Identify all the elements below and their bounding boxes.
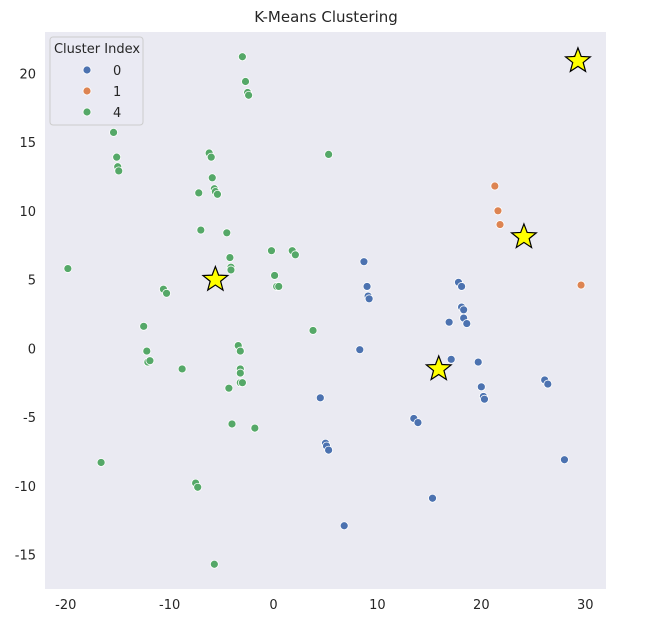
x-tick-label: 10 (369, 598, 386, 613)
data-point-cluster-4 (241, 77, 250, 86)
data-point-cluster-4 (193, 482, 203, 492)
data-point-cluster-4 (290, 250, 300, 260)
data-point-cluster-4 (226, 265, 236, 275)
data-point-cluster-4 (209, 559, 219, 569)
y-tick-label: -5 (23, 411, 36, 426)
x-tick-label: 30 (577, 598, 594, 613)
data-point-cluster-4 (267, 246, 276, 256)
data-point-cluster-0 (355, 345, 365, 355)
centroid-star (424, 354, 453, 381)
x-tick-label: 20 (473, 598, 490, 613)
data-point-cluster-4 (244, 90, 254, 100)
centroid-star (201, 264, 230, 292)
data-point-cluster-0 (359, 257, 369, 267)
x-tick-label: 0 (269, 598, 277, 613)
data-point-cluster-1 (493, 206, 503, 216)
y-tick-label: 5 (28, 274, 36, 289)
centroid-star (509, 222, 538, 249)
data-point-cluster-1 (495, 220, 505, 229)
data-point-cluster-0 (315, 393, 325, 403)
data-point-cluster-4 (162, 288, 171, 298)
data-point-cluster-4 (237, 378, 247, 388)
legend-marker (82, 107, 92, 117)
data-point-cluster-4 (308, 326, 318, 335)
y-tick-label: -15 (15, 549, 36, 564)
data-point-cluster-4 (194, 188, 204, 198)
data-point-cluster-4 (324, 150, 334, 159)
data-point-cluster-0 (444, 317, 454, 327)
x-tick-label: -20 (55, 598, 76, 613)
data-point-cluster-0 (476, 382, 486, 392)
data-point-cluster-0 (480, 394, 489, 404)
y-tick-label: -10 (15, 480, 36, 495)
legend-marker (82, 65, 92, 75)
data-point-cluster-4 (112, 152, 122, 162)
data-point-cluster-1 (576, 280, 586, 290)
data-point-cluster-4 (227, 419, 237, 429)
data-point-cluster-4 (237, 52, 247, 62)
data-point-cluster-4 (142, 346, 152, 356)
y-tick-label: 15 (19, 136, 36, 151)
legend-label: 4 (113, 106, 121, 121)
data-point-cluster-4 (222, 228, 232, 238)
data-point-cluster-4 (114, 166, 124, 176)
data-point-cluster-0 (446, 354, 456, 364)
legend-entries: 0 1 4 (82, 64, 121, 121)
data-point-cluster-4 (250, 423, 260, 433)
y-tick-label: 0 (28, 342, 36, 357)
data-point-cluster-0 (413, 418, 423, 427)
legend-marker (82, 86, 92, 96)
data-point-cluster-4 (225, 253, 235, 262)
x-tick-label: -10 (159, 598, 180, 613)
data-point-cluster-4 (109, 127, 118, 137)
data-point-cluster-0 (324, 445, 334, 455)
data-point-cluster-4 (224, 383, 234, 393)
data-point-cluster-0 (457, 282, 466, 291)
data-point-cluster-4 (235, 368, 245, 378)
legend-label: 0 (113, 64, 121, 79)
data-point-cluster-4 (145, 356, 155, 366)
data-point-cluster-4 (207, 173, 217, 183)
data-point-cluster-4 (139, 321, 149, 331)
data-point-cluster-0 (560, 455, 569, 465)
y-axis-ticks: -15 -10 -5 0 5 10 15 20 (15, 67, 36, 563)
legend: Cluster Index 0 1 4 (49, 36, 144, 126)
data-point-cluster-1 (490, 181, 500, 191)
data-point-cluster-4 (63, 264, 73, 273)
y-tick-label: 10 (19, 205, 36, 220)
data-point-cluster-0 (473, 357, 483, 367)
points-layer (63, 52, 586, 569)
x-axis-ticks: -20 -10 0 10 20 30 (55, 598, 593, 613)
y-tick-label: 20 (19, 67, 36, 82)
centroids-layer (201, 46, 592, 381)
data-point-cluster-0 (459, 305, 469, 315)
data-point-cluster-4 (96, 458, 106, 467)
data-point-cluster-4 (235, 346, 245, 356)
data-point-cluster-0 (362, 282, 372, 291)
data-point-cluster-0 (428, 493, 437, 503)
data-point-cluster-0 (462, 319, 472, 328)
data-point-cluster-4 (274, 282, 284, 291)
chart-title: K-Means Clustering (254, 8, 398, 26)
data-point-cluster-4 (206, 152, 216, 162)
data-point-cluster-4 (177, 364, 187, 374)
centroid-star (563, 46, 592, 73)
data-point-cluster-4 (270, 271, 279, 280)
data-point-cluster-0 (543, 379, 553, 389)
legend-label: 1 (113, 85, 121, 100)
data-point-cluster-4 (196, 225, 206, 235)
data-point-cluster-4 (213, 189, 222, 199)
legend-title: Cluster Index (54, 42, 140, 57)
data-point-cluster-0 (364, 294, 374, 304)
legend-frame (49, 36, 144, 126)
data-point-cluster-0 (339, 521, 349, 531)
